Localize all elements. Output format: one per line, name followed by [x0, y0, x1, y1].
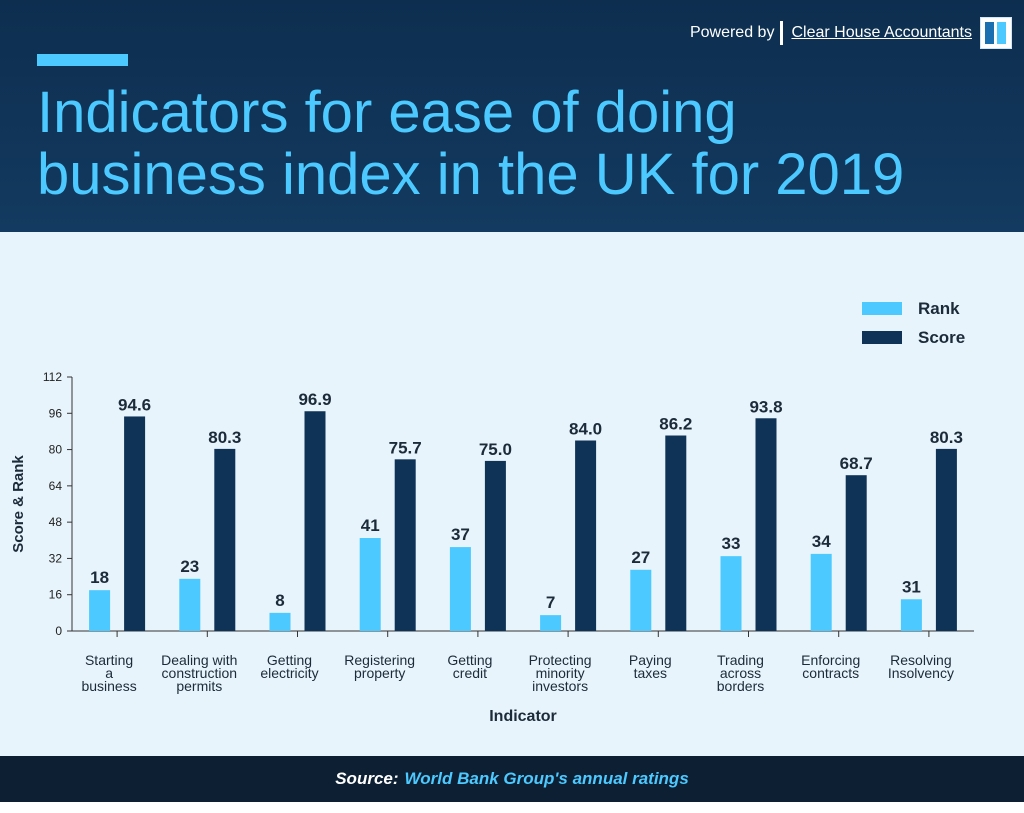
bar-label-score-8: 68.7 — [840, 454, 873, 473]
x-tick-label-0-0: Starting — [85, 652, 133, 668]
legend-swatch-score — [862, 331, 902, 344]
bar-rank-0 — [89, 590, 111, 631]
bar-label-score-9: 80.3 — [930, 428, 963, 447]
bar-rank-8 — [810, 553, 832, 631]
x-tick-label-9-1: Insolvency — [888, 665, 954, 681]
y-tick-label-16: 16 — [49, 588, 63, 602]
y-tick-label-0: 0 — [55, 624, 62, 638]
y-tick-label-80: 80 — [49, 443, 63, 457]
bar-label-rank-7: 33 — [722, 534, 741, 553]
bar-label-rank-4: 37 — [451, 525, 470, 544]
bottom-strip — [0, 802, 1024, 813]
x-tick-label-6-0: Paying — [629, 652, 672, 668]
bar-label-score-3: 75.7 — [389, 438, 422, 457]
y-tick-label-112: 112 — [43, 370, 62, 384]
bar-label-score-5: 84.0 — [569, 420, 602, 439]
x-tick-label-9-0: Resolving — [890, 652, 951, 668]
legend-item-score: Score — [862, 323, 965, 352]
bar-label-rank-6: 27 — [631, 548, 650, 567]
bar-rank-2 — [269, 612, 291, 631]
company-link[interactable]: Clear House Accountants — [791, 24, 972, 41]
bar-label-score-6: 86.2 — [659, 415, 692, 434]
bar-score-9 — [935, 448, 957, 631]
x-tick-label-3-1: property — [354, 665, 405, 681]
bar-label-rank-8: 34 — [812, 532, 831, 551]
x-tick-label-5-2: investors — [532, 678, 588, 694]
x-tick-label-3-0: Registering — [344, 652, 415, 668]
bar-rank-7 — [720, 556, 742, 631]
bar-rank-3 — [359, 538, 381, 631]
source-value: World Bank Group's annual ratings — [404, 769, 689, 788]
bar-label-score-2: 96.9 — [298, 390, 331, 409]
x-tick-label-1-1: construction — [162, 665, 237, 681]
source-label: Source: — [335, 769, 399, 788]
bar-score-3 — [394, 459, 416, 631]
x-tick-label-7-2: borders — [717, 678, 764, 694]
bar-score-2 — [304, 411, 326, 631]
bar-label-score-4: 75.0 — [479, 440, 512, 459]
x-tick-label-7-0: Trading — [717, 652, 764, 668]
bar-rank-4 — [449, 547, 471, 631]
title-line-1: Indicators for ease of doing — [37, 80, 737, 145]
legend-label-rank: Rank — [918, 298, 960, 318]
bar-score-8 — [845, 475, 867, 631]
bar-rank-1 — [179, 578, 201, 631]
title-line-2: business index in the UK for 2019 — [37, 142, 905, 207]
bar-rank-5 — [540, 615, 562, 631]
x-tick-label-0-1: a — [105, 665, 113, 681]
x-tick-label-2-1: electricity — [260, 665, 318, 681]
bar-rank-6 — [630, 569, 652, 631]
x-axis-label: Indicator — [489, 708, 557, 725]
bar-label-score-0: 94.6 — [118, 395, 151, 414]
x-tick-label-1-0: Dealing with — [161, 652, 237, 668]
x-tick-label-6-1: taxes — [634, 665, 667, 681]
y-axis-label: Score & Rank — [10, 455, 27, 553]
bar-rank-9 — [900, 599, 922, 631]
x-tick-label-4-1: credit — [453, 665, 487, 681]
bar-score-1 — [214, 448, 236, 631]
bar-score-4 — [484, 460, 506, 631]
powered-by-divider — [780, 21, 784, 45]
bar-label-rank-0: 18 — [90, 568, 109, 587]
y-tick-label-48: 48 — [49, 515, 63, 529]
x-tick-label-8-1: contracts — [802, 665, 859, 681]
y-tick-label-32: 32 — [49, 551, 63, 565]
chart-legend: Rank Score — [862, 294, 965, 352]
bar-label-rank-1: 23 — [180, 557, 199, 576]
footer-source: Source: World Bank Group's annual rating… — [0, 756, 1024, 802]
clear-house-logo-icon[interactable] — [980, 17, 1012, 49]
header-banner: Indicators for ease of doing business in… — [0, 0, 1024, 232]
powered-by: Powered by Clear House Accountants — [690, 16, 1012, 50]
legend-label-score: Score — [918, 327, 966, 347]
x-tick-label-0-2: business — [81, 678, 136, 694]
bar-score-5 — [575, 440, 597, 631]
legend-swatch-rank — [862, 302, 902, 315]
bar-score-6 — [665, 435, 687, 631]
bar-label-rank-3: 41 — [361, 516, 380, 535]
x-tick-label-7-1: across — [720, 665, 761, 681]
legend-item-rank: Rank — [862, 294, 965, 323]
bar-label-rank-5: 7 — [546, 593, 555, 612]
x-tick-label-4-0: Getting — [447, 652, 492, 668]
page-title: Indicators for ease of doing business in… — [37, 82, 997, 206]
powered-by-label: Powered by — [689, 24, 775, 41]
x-tick-label-1-2: permits — [176, 678, 222, 694]
x-tick-label-5-0: Protecting — [529, 652, 592, 668]
bar-score-7 — [755, 418, 777, 631]
bar-label-score-7: 93.8 — [749, 397, 782, 416]
bar-chart: 0 16 32 48 64 80 96 112 Score & Rank Indicator 18 9… — [10, 370, 974, 725]
bar-score-0 — [124, 416, 146, 631]
x-tick-label-8-0: Enforcing — [801, 652, 860, 668]
x-tick-label-2-0: Getting — [267, 652, 312, 668]
y-tick-label-64: 64 — [49, 479, 63, 493]
bar-label-rank-2: 8 — [275, 591, 284, 610]
bar-label-score-1: 80.3 — [208, 428, 241, 447]
accent-bar — [37, 54, 128, 66]
bar-label-rank-9: 31 — [902, 577, 921, 596]
y-tick-label-96: 96 — [49, 406, 63, 420]
x-tick-label-5-1: minority — [536, 665, 585, 681]
